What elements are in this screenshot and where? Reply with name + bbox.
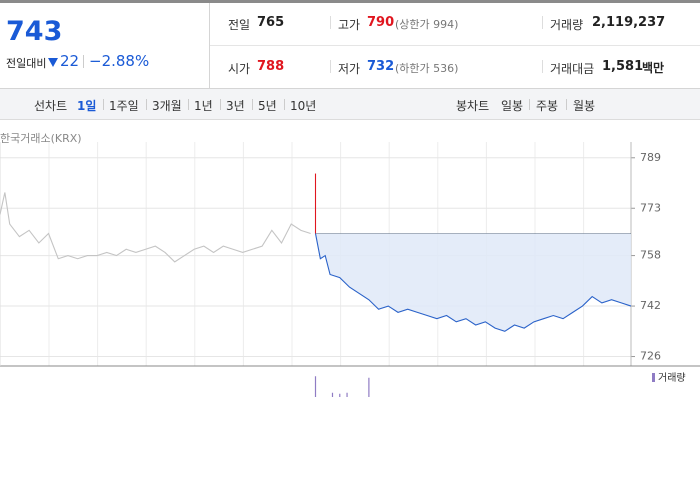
divider (209, 3, 210, 88)
change: 22 (60, 52, 80, 70)
volume-bar (368, 377, 370, 397)
tab[interactable]: 1년 (194, 99, 213, 113)
stat-value: 765 (257, 15, 285, 30)
separator (284, 99, 285, 110)
tab[interactable]: 일봉 (501, 99, 524, 113)
stat-label: 저가 (338, 62, 361, 76)
tab-group-label: 봉차트 (456, 99, 490, 113)
price-line (0, 192, 311, 263)
tab[interactable]: 1일 (77, 99, 97, 113)
tab[interactable]: 3년 (226, 99, 245, 113)
volume-bar (346, 392, 348, 397)
separator (529, 99, 530, 110)
stat-label: 거래대금 (550, 62, 595, 76)
stat-value: 1,581 (602, 59, 644, 74)
y-tick-label: 742 (640, 299, 661, 312)
y-tick-label: 789 (640, 151, 661, 164)
tab[interactable]: 3개월 (152, 99, 182, 113)
separator (542, 16, 543, 29)
stat-label: 고가 (338, 18, 361, 32)
separator (146, 99, 147, 110)
stat-value: 732 (367, 59, 395, 74)
tab[interactable]: 1주일 (109, 99, 139, 113)
separator (103, 99, 104, 110)
stat-value: 788 (257, 59, 285, 74)
separator (252, 99, 253, 110)
stat-note: (상한가 994) (395, 18, 459, 31)
legend-swatch (652, 373, 655, 382)
source: 한국거래소(KRX) (0, 132, 82, 145)
price-line (314, 233, 632, 332)
tab-bar (0, 89, 700, 120)
stat-note: (하한가 536) (395, 62, 459, 75)
separator (330, 60, 331, 73)
separator (220, 99, 221, 110)
tab-group-label: 선차트 (34, 99, 68, 113)
stat-unit: 백만 (642, 61, 665, 75)
tab[interactable]: 주봉 (536, 99, 559, 113)
stat-label: 시가 (228, 62, 251, 76)
y-tick-label: 758 (640, 249, 661, 262)
stat-value: 2,119,237 (592, 15, 666, 30)
separator (188, 99, 189, 110)
top-border (0, 0, 700, 3)
tab[interactable]: 월봉 (573, 99, 596, 113)
stat-label: 거래량 (550, 18, 584, 32)
area (315, 233, 631, 332)
volume-bar (331, 392, 334, 397)
tab[interactable]: 10년 (290, 99, 317, 113)
price: 743 (6, 16, 63, 47)
tab[interactable]: 5년 (258, 99, 277, 113)
separator (83, 55, 84, 68)
volume-bar (339, 393, 341, 397)
volume-bar (314, 376, 317, 397)
separator (542, 60, 543, 73)
change-rate: −2.88% (89, 52, 150, 70)
down-icon (48, 58, 58, 67)
separator (330, 16, 331, 29)
stat-label: 전일 (228, 18, 251, 32)
y-tick-label: 726 (640, 350, 661, 363)
separator (566, 99, 567, 110)
y-tick-label: 773 (640, 201, 661, 214)
change-label: 전일대비 (6, 57, 47, 70)
legend-label: 거래량 (658, 372, 686, 384)
stat-value: 790 (367, 15, 395, 30)
divider (210, 45, 700, 46)
divider (0, 88, 700, 89)
